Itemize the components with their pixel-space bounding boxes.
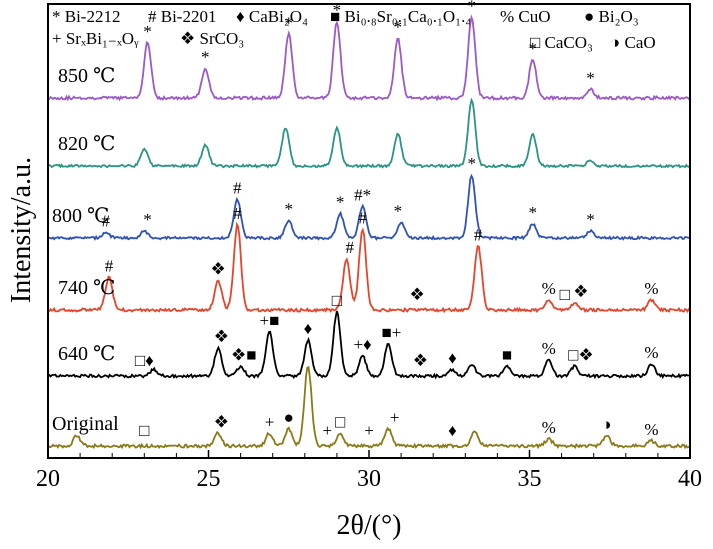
series-group: 800 ℃# *#* * #**** * [47,154,691,242]
series-line [47,14,691,102]
peak-marker: ■ [502,345,512,364]
peak-marker: # [233,204,242,223]
peak-marker: * [285,13,294,32]
x-tick-label: 20 [36,466,60,492]
series-label: 800 ℃ [52,205,109,227]
peak-marker: # [358,208,367,227]
peak-marker: ❖ [211,259,226,278]
peak-marker: #* [354,186,371,205]
axes: 20 25 30 35 40 [36,450,702,492]
peak-marker: # [233,179,242,198]
series-group: 820 ℃ [48,97,691,169]
series-label: 740 ℃ [58,277,115,299]
peak-marker: +■ [260,311,280,330]
peak-marker: + [265,412,275,431]
peak-marker: ♦ [304,319,313,338]
peak-marker: +♦ [353,335,372,354]
peak-marker: % [644,343,658,362]
peak-marker: * [336,193,345,212]
peak-marker: * [586,69,595,88]
peak-marker: ● [284,408,294,427]
series-label: 850 ℃ [58,65,115,87]
peak-marker: # [474,225,483,244]
peak-marker: * [467,0,476,15]
peak-marker: * [586,210,595,229]
peak-marker: ❖ [413,351,428,370]
peak-marker: ■+ [382,323,402,342]
peak-marker: □ [335,412,345,431]
peak-marker: * [333,1,342,20]
legend-entry: * Bi-2212 [52,7,120,26]
series-line [47,173,691,242]
peak-marker: % [542,279,556,298]
peak-marker: + [364,421,374,440]
series-line [48,97,691,169]
peak-marker: % [542,339,556,358]
x-axis-title: 2θ/(°) [336,510,401,541]
x-tick-label: 40 [678,466,702,492]
series-group: 640 ℃ □♦❖❖■+■ ♦□+♦■+❖ ♦ ■% □❖% [47,291,691,380]
series-group: 850 ℃ * * * * * * * * [47,0,691,102]
peak-marker: * [201,47,210,66]
legend-entry: ♦ CaBi₂O₄ [236,7,308,26]
legend: * Bi-2212 # Bi-2201 ♦ CaBi₂O₄ ■ Bi₀.₈Sr₀.₁C… [52,7,656,52]
x-tick-label: 25 [197,466,221,492]
legend-entry: + SrₓBi₁₋ₓOᵧ [52,29,139,48]
peak-marker: ♦ [448,349,457,368]
legend-entry: ◑ CaO [610,33,656,52]
series-group: Original □ ❖ + ●+ □ ++♦% ◑% [47,365,691,450]
legend-entry: ■ Bi₀.₈Sr₀.₁Ca₀.₁O₁.₄ [330,7,471,26]
peak-marker: ❖ [573,282,588,301]
peak-marker: * [143,210,152,229]
peak-marker: + [390,408,400,427]
series-label: 820 ℃ [58,133,115,155]
legend-entry: # Bi-2201 [148,7,216,26]
peak-marker: ❖■ [231,345,257,364]
peak-marker: □♦ [135,351,154,370]
peak-marker: ◑ [601,415,611,434]
legend-entry: □ CaCO₃ [530,33,593,52]
peak-marker: □ [560,285,570,304]
peak-marker: * [467,154,476,173]
series-line [47,310,691,380]
peak-marker: ❖ [410,285,425,304]
series-label: 640 ℃ [58,343,115,365]
peak-marker: □❖ [568,345,594,364]
peak-marker: % [542,418,556,437]
series-line [47,221,691,314]
peak-marker: * [528,203,537,222]
peak-marker: # [102,211,111,230]
peak-marker: * [285,200,294,219]
peak-marker: * [394,202,403,221]
peak-marker: + [322,421,332,440]
peak-marker: ♦ [448,421,457,440]
series-group: 740 ℃# ❖###❖#% □ ❖% [47,204,691,314]
legend-entry: ❖ SrCO₃ [180,29,244,48]
peak-marker: % [644,420,658,439]
series-line [47,365,691,450]
x-tick-label: 35 [518,466,542,492]
peak-marker: % [644,279,658,298]
legend-entry: % CuO [500,7,551,26]
peak-marker: # [345,238,354,257]
peak-marker: ❖ [214,327,229,346]
x-tick-label: 30 [357,466,381,492]
peak-marker: □ [139,421,149,440]
peak-marker: * [394,18,403,37]
series-label: Original [52,413,119,435]
peak-marker: # [105,257,114,276]
peak-marker: * [528,39,537,58]
peak-marker: □ [332,291,342,310]
legend-entry: ● Bi₂O₃ [584,7,639,26]
y-axis-title: Intensity/a.u. [6,157,37,303]
peak-marker: ❖ [214,412,229,431]
peak-marker: * [143,22,152,41]
